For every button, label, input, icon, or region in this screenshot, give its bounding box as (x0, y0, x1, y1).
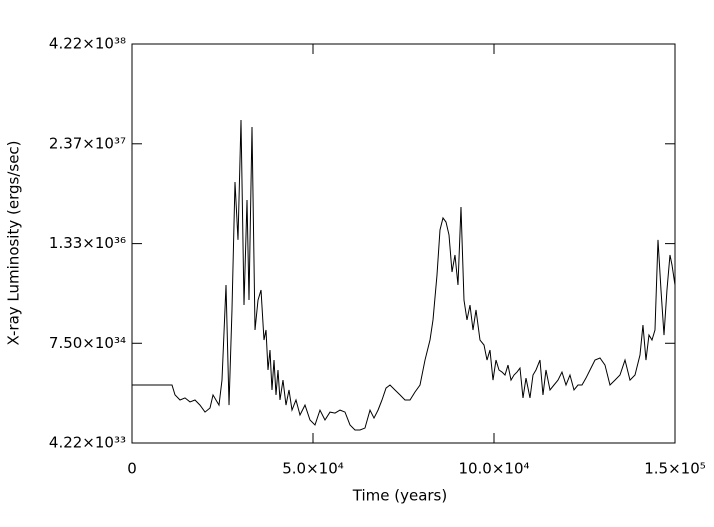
y-axis-label: X-ray Luminosity (ergs/sec) (5, 140, 23, 345)
y-tick-label: 4.22×10³⁸ (49, 35, 126, 53)
y-tick-label: 1.33×10³⁶ (49, 234, 126, 252)
x-tick-label: 1.5×10⁵ (644, 460, 706, 478)
x-tick-label: 5.0×10⁴ (282, 460, 344, 478)
y-tick-label: 7.50×10³⁴ (49, 334, 126, 352)
x-tick-label: 0 (127, 460, 137, 478)
data-line (132, 119, 676, 431)
y-tick-label: 2.37×10³⁷ (49, 134, 126, 152)
x-axis-label: Time (years) (352, 487, 447, 505)
x-tick-label: 10.0×10⁴ (458, 460, 529, 478)
plot-frame (131, 43, 676, 444)
y-tick-label: 4.22×10³³ (49, 434, 126, 452)
